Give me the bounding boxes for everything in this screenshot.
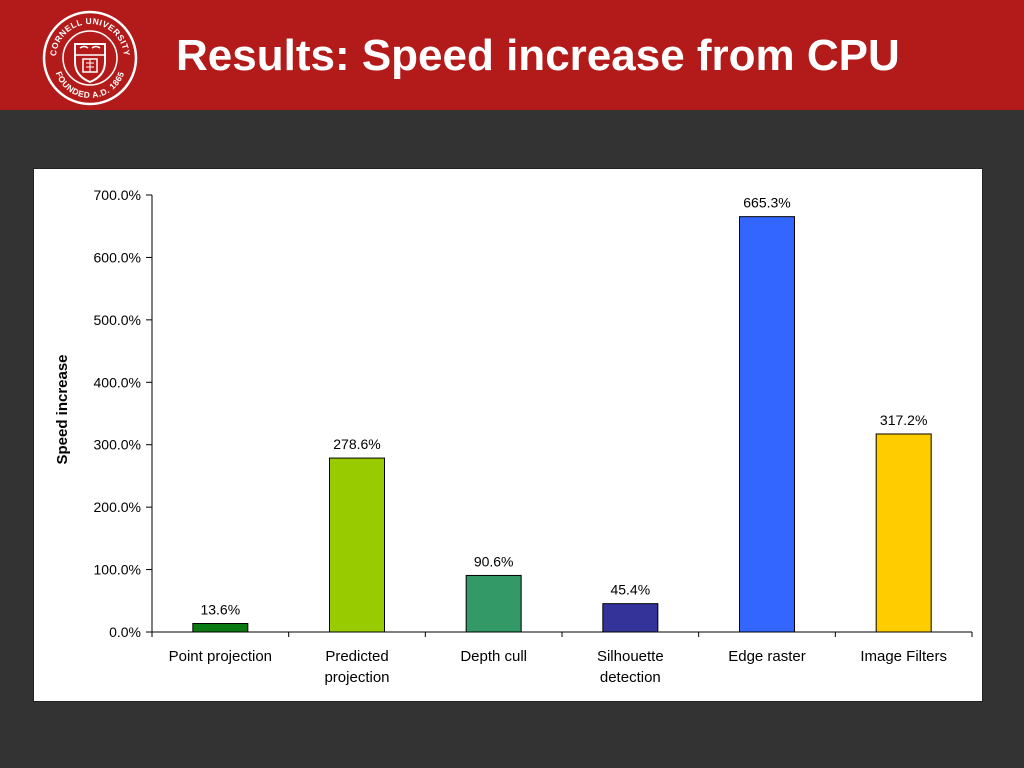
- bar-chart: 0.0% 100.0% 200.0% 300.0% 400.0% 500.0% 600.0%…: [54, 187, 973, 686]
- y-tick-label: 0.0%: [109, 624, 141, 640]
- bar: [602, 603, 659, 633]
- x-category-label: Point projection: [169, 648, 272, 665]
- y-tick-label: 200.0%: [94, 499, 141, 515]
- data-label: 317.2%: [880, 412, 927, 428]
- data-label: 13.6%: [200, 602, 240, 618]
- data-label: 665.3%: [743, 195, 790, 211]
- x-category-label: Silhouette detection: [597, 648, 664, 686]
- y-tick-label: 500.0%: [94, 312, 141, 328]
- x-category-label: Predicted projection: [324, 648, 389, 686]
- y-tick-label: 100.0%: [94, 562, 141, 578]
- y-axis-label: Speed increase: [54, 354, 71, 464]
- data-label: 90.6%: [474, 553, 514, 569]
- x-axis: Point projection Predicted projection Depth…: [151, 631, 973, 686]
- y-tick-label: 400.0%: [94, 374, 141, 390]
- bar: [192, 623, 249, 633]
- x-category-label: Depth cull: [460, 648, 527, 665]
- x-category-label: Image Filters: [860, 648, 947, 665]
- data-label: 278.6%: [333, 436, 380, 452]
- y-tick-label: 600.0%: [94, 249, 141, 265]
- bars: [192, 216, 932, 633]
- data-label: 45.4%: [610, 582, 650, 598]
- bar: [465, 574, 522, 633]
- y-axis: 0.0% 100.0% 200.0% 300.0% 400.0% 500.0% 600.0%…: [94, 187, 153, 640]
- bar: [329, 457, 385, 633]
- y-tick-label: 300.0%: [94, 437, 141, 453]
- cornell-seal-logo: CORNELL UNIVERSITY FOUNDED A.D. 1865: [42, 10, 138, 106]
- x-category-label: Edge raster: [728, 648, 806, 665]
- bar: [875, 433, 932, 633]
- chart-panel: 0.0% 100.0% 200.0% 300.0% 400.0% 500.0% 600.0%…: [33, 168, 983, 702]
- slide-title: Results: Speed increase from CPU: [176, 31, 900, 80]
- data-labels: 13.6% 278.6% 90.6% 45.4% 665.3% 317.2%: [200, 195, 927, 618]
- y-tick-label: 700.0%: [94, 187, 141, 203]
- bar: [739, 216, 795, 633]
- slide-header: CORNELL UNIVERSITY FOUNDED A.D. 1865 Res…: [0, 0, 1024, 110]
